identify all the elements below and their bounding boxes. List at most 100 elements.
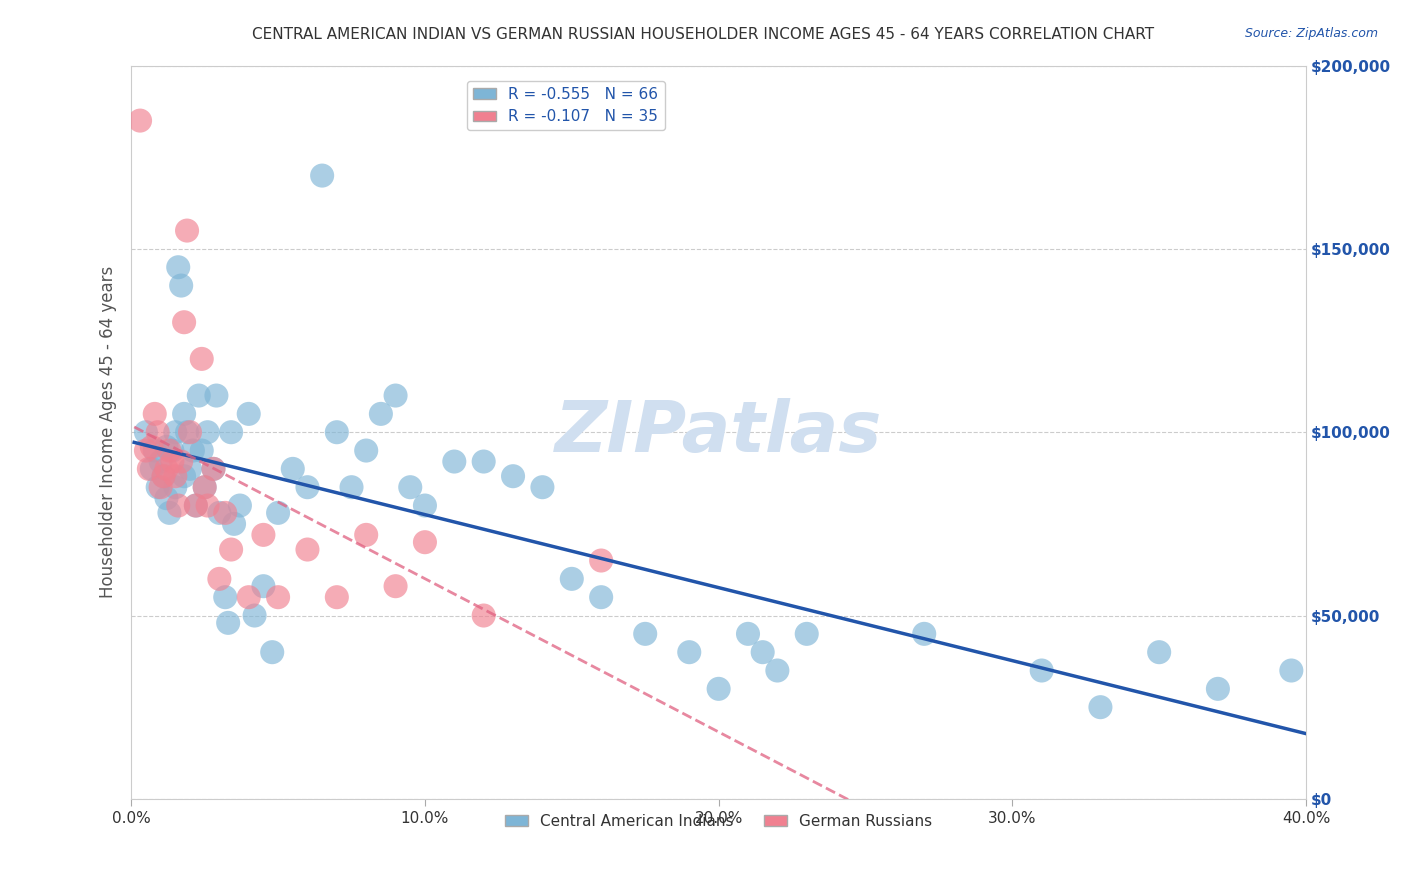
Point — [170, 278, 193, 293]
Point — [796, 627, 818, 641]
Point — [129, 113, 152, 128]
Point — [187, 388, 209, 402]
Point — [229, 499, 252, 513]
Point — [152, 469, 174, 483]
Text: CENTRAL AMERICAN INDIAN VS GERMAN RUSSIAN HOUSEHOLDER INCOME AGES 45 - 64 YEARS : CENTRAL AMERICAN INDIAN VS GERMAN RUSSIA… — [252, 27, 1154, 42]
Point — [219, 425, 242, 440]
Point — [149, 480, 172, 494]
Point — [502, 469, 524, 483]
Point — [173, 315, 195, 329]
Point — [326, 590, 349, 604]
Point — [267, 590, 290, 604]
Point — [190, 443, 212, 458]
Point — [751, 645, 773, 659]
Point — [197, 499, 219, 513]
Text: Source: ZipAtlas.com: Source: ZipAtlas.com — [1244, 27, 1378, 40]
Point — [297, 542, 319, 557]
Point — [155, 462, 177, 476]
Point — [135, 443, 157, 458]
Point — [184, 499, 207, 513]
Point — [197, 425, 219, 440]
Point — [340, 480, 363, 494]
Point — [222, 516, 245, 531]
Y-axis label: Householder Income Ages 45 - 64 years: Householder Income Ages 45 - 64 years — [100, 266, 117, 599]
Point — [208, 506, 231, 520]
Point — [202, 462, 225, 476]
Point — [194, 480, 217, 494]
Point — [326, 425, 349, 440]
Point — [179, 425, 201, 440]
Point — [165, 480, 187, 494]
Point — [531, 480, 554, 494]
Point — [252, 579, 274, 593]
Point — [202, 462, 225, 476]
Point — [173, 407, 195, 421]
Point — [707, 681, 730, 696]
Point — [443, 454, 465, 468]
Point — [912, 627, 935, 641]
Point — [179, 462, 201, 476]
Point — [181, 443, 204, 458]
Point — [208, 572, 231, 586]
Point — [243, 608, 266, 623]
Point — [162, 454, 184, 468]
Point — [238, 590, 260, 604]
Point — [146, 425, 169, 440]
Point — [238, 407, 260, 421]
Point — [159, 506, 181, 520]
Point — [155, 440, 177, 454]
Point — [399, 480, 422, 494]
Point — [413, 535, 436, 549]
Point — [162, 443, 184, 458]
Point — [1090, 700, 1112, 714]
Point — [138, 462, 160, 476]
Point — [1206, 681, 1229, 696]
Legend: Central American Indians, German Russians: Central American Indians, German Russian… — [499, 808, 938, 835]
Point — [184, 499, 207, 513]
Point — [561, 572, 583, 586]
Point — [737, 627, 759, 641]
Point — [165, 425, 187, 440]
Point — [384, 388, 406, 402]
Point — [141, 462, 163, 476]
Point — [155, 491, 177, 506]
Point — [1031, 664, 1053, 678]
Point — [190, 351, 212, 366]
Point — [194, 480, 217, 494]
Point — [354, 443, 377, 458]
Point — [297, 480, 319, 494]
Point — [214, 506, 236, 520]
Text: ZIPatlas: ZIPatlas — [555, 398, 883, 467]
Point — [170, 454, 193, 468]
Point — [217, 615, 239, 630]
Point — [766, 664, 789, 678]
Point — [370, 407, 392, 421]
Point — [143, 443, 166, 458]
Point — [281, 462, 304, 476]
Point — [143, 407, 166, 421]
Point — [252, 528, 274, 542]
Point — [354, 528, 377, 542]
Point — [678, 645, 700, 659]
Point — [167, 260, 190, 275]
Point — [634, 627, 657, 641]
Point — [176, 425, 198, 440]
Point — [214, 590, 236, 604]
Point — [591, 553, 613, 567]
Point — [311, 169, 333, 183]
Point — [413, 499, 436, 513]
Point — [591, 590, 613, 604]
Point — [384, 579, 406, 593]
Point — [149, 454, 172, 468]
Point — [176, 223, 198, 237]
Point — [159, 443, 181, 458]
Point — [135, 425, 157, 440]
Point — [1279, 664, 1302, 678]
Point — [152, 469, 174, 483]
Point — [1147, 645, 1170, 659]
Point — [472, 454, 495, 468]
Point — [262, 645, 284, 659]
Point — [141, 440, 163, 454]
Point — [173, 469, 195, 483]
Point — [146, 480, 169, 494]
